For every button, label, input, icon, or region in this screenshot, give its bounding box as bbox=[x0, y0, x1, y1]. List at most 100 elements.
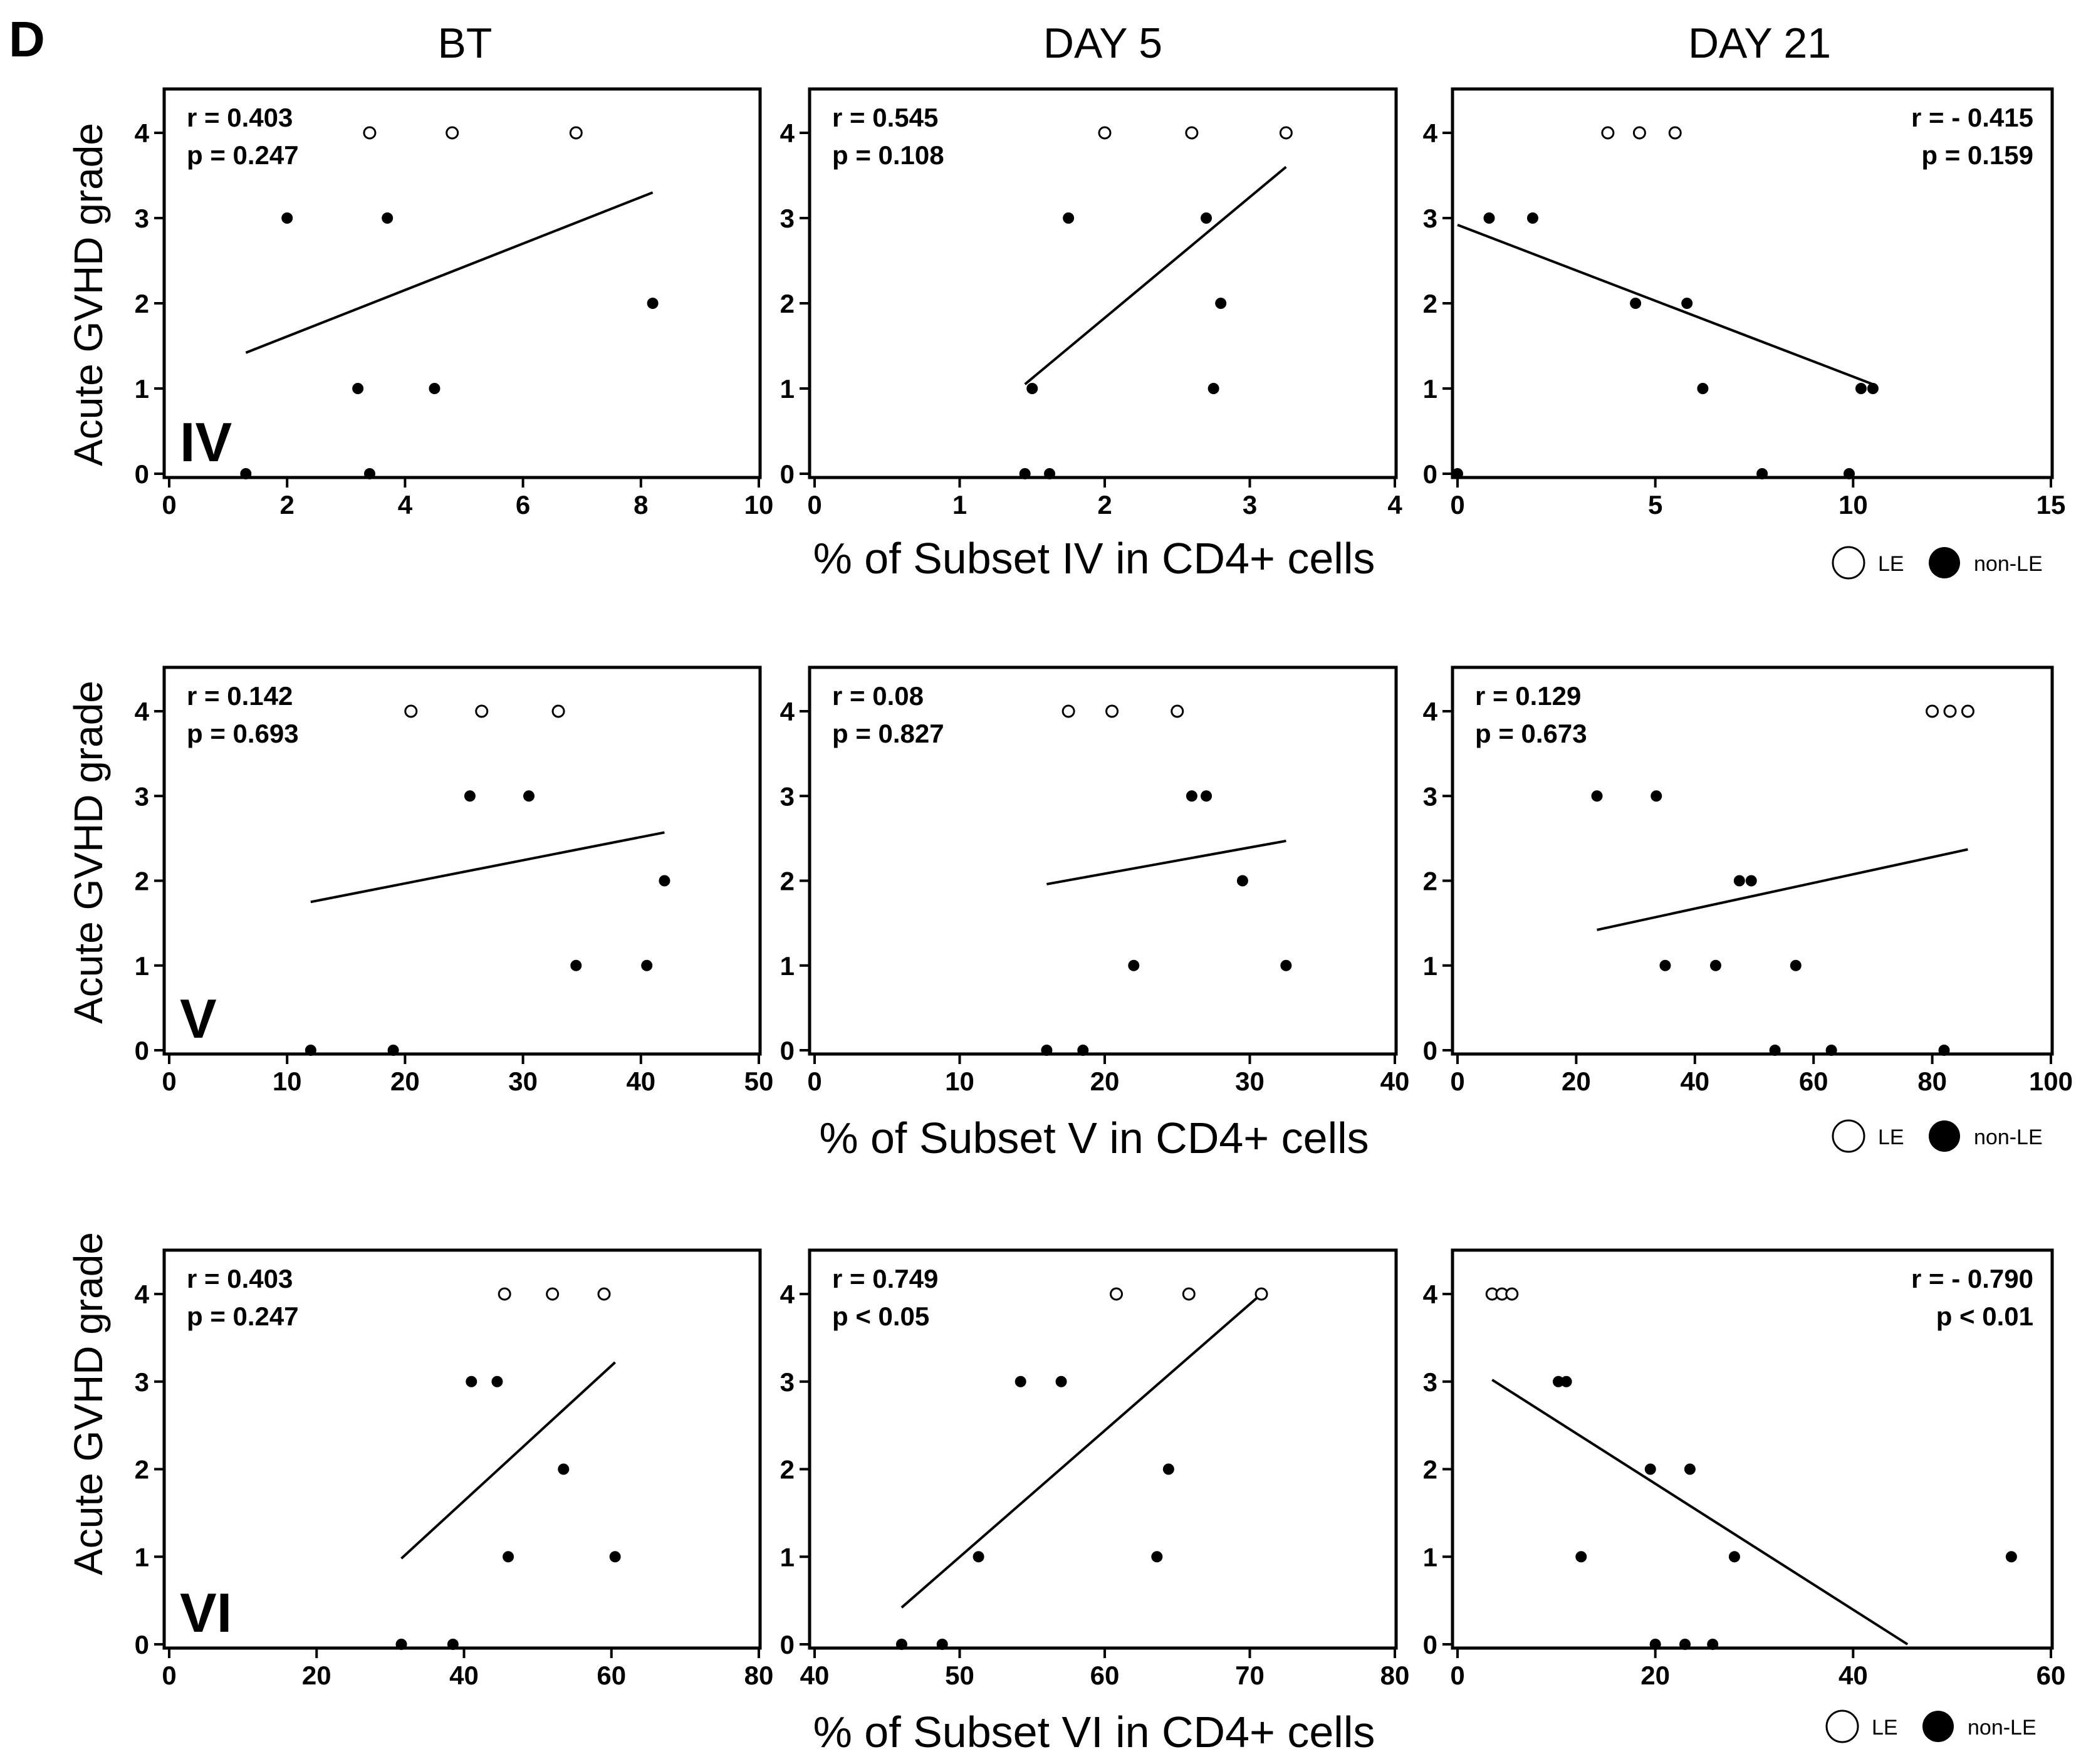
y-tick-label: 2 bbox=[780, 1455, 795, 1485]
x-tick-label: 40 bbox=[1380, 1067, 1410, 1096]
x-tick-label: 15 bbox=[2037, 490, 2066, 519]
y-tick-label: 3 bbox=[1423, 1367, 1437, 1397]
data-point-le bbox=[1185, 126, 1199, 140]
data-point-non-le bbox=[1769, 1045, 1781, 1056]
regression-line bbox=[1457, 224, 1874, 386]
data-point-non-le bbox=[1560, 1375, 1572, 1387]
y-tick-label: 3 bbox=[135, 781, 149, 811]
y-tick-label: 4 bbox=[1423, 118, 1438, 148]
data-point-non-le bbox=[1063, 212, 1075, 224]
data-point-le bbox=[1182, 1287, 1196, 1301]
stats-annotation: p = 0.693 bbox=[187, 719, 299, 748]
data-point-non-le bbox=[1591, 790, 1603, 802]
data-point-non-le bbox=[973, 1551, 984, 1563]
data-point-non-le bbox=[1733, 875, 1745, 887]
legend-le-label: LE bbox=[1872, 1716, 1898, 1740]
x-axis-label-row1: % of Subset IV in CD4+ cells bbox=[813, 534, 1375, 583]
scatter-panel-5: 0 10 20 30 40 0 1 2 3 4 r = 0.08 p = 0.827 bbox=[780, 665, 1410, 1096]
stats-annotation: p = 0.108 bbox=[832, 140, 944, 170]
x-tick-label: 10 bbox=[945, 1067, 974, 1096]
data-point-non-le bbox=[1681, 298, 1693, 309]
regression-line bbox=[900, 1293, 1263, 1609]
data-point-le bbox=[1668, 126, 1682, 140]
x-tick-label: 60 bbox=[2037, 1661, 2066, 1690]
data-point-non-le bbox=[1649, 1639, 1661, 1650]
plot-frame bbox=[808, 87, 1398, 479]
data-point-non-le bbox=[1644, 1463, 1656, 1475]
regression-line bbox=[1597, 848, 1968, 931]
y-tick-label: 1 bbox=[780, 374, 795, 404]
regression-line bbox=[400, 1361, 616, 1560]
data-point-non-le bbox=[1019, 468, 1031, 479]
scatter-panel-9: 0 20 40 60 0 1 2 3 4 r = - 0.790 p < 0.01 bbox=[1423, 1248, 2066, 1690]
x-tick-label: 20 bbox=[302, 1661, 331, 1690]
data-point-non-le bbox=[464, 790, 476, 802]
data-point-le bbox=[1105, 704, 1119, 718]
stats-annotation: r = 0.749 bbox=[832, 1264, 938, 1293]
stats-annotation: p = 0.159 bbox=[1921, 140, 2033, 170]
data-point-le bbox=[446, 126, 459, 140]
y-tick-label: 3 bbox=[135, 1367, 149, 1397]
y-tick-label: 3 bbox=[1423, 204, 1437, 233]
data-point-non-le bbox=[382, 212, 394, 224]
data-point-non-le bbox=[1452, 468, 1463, 479]
stats-annotation: p < 0.05 bbox=[832, 1302, 929, 1331]
data-point-non-le bbox=[895, 1639, 907, 1650]
y-tick-label: 4 bbox=[135, 697, 150, 726]
plot-frame bbox=[162, 87, 762, 479]
data-point-non-le bbox=[1162, 1463, 1174, 1475]
y-tick-label: 2 bbox=[1423, 867, 1437, 896]
scatter-panel-4: 0 10 20 30 40 50 0 1 2 3 4 r = 0.142 p = 0.693 V bbox=[135, 665, 774, 1096]
data-point-non-le bbox=[1201, 212, 1213, 224]
y-tick-label: 3 bbox=[135, 204, 149, 233]
legend-le-label: LE bbox=[1878, 552, 1904, 576]
x-tick-label: 2 bbox=[1097, 490, 1112, 519]
data-point-non-le bbox=[1790, 959, 1802, 971]
scatter-panel-6: 0 20 40 60 80 100 0 1 2 3 4 r = 0.129 p = 0.673 bbox=[1423, 665, 2073, 1096]
y-tick-label: 0 bbox=[135, 459, 149, 489]
data-point-non-le bbox=[1526, 212, 1538, 224]
stats-annotation: p < 0.01 bbox=[1936, 1302, 2033, 1331]
data-point-non-le bbox=[503, 1551, 514, 1563]
stats-annotation: r = 0.545 bbox=[832, 103, 938, 132]
plot-frame bbox=[1451, 1248, 2054, 1650]
plot-frame bbox=[808, 1248, 1398, 1650]
y-tick-label: 2 bbox=[1423, 1455, 1437, 1485]
data-point-non-le bbox=[1207, 383, 1219, 394]
stats-annotation: r = - 0.790 bbox=[1911, 1264, 2033, 1293]
data-point-non-le bbox=[1044, 468, 1056, 479]
data-point-non-le bbox=[1014, 1375, 1026, 1387]
y-tick-label: 2 bbox=[1423, 289, 1437, 318]
data-point-le bbox=[1061, 704, 1075, 718]
y-tick-label: 3 bbox=[780, 204, 795, 233]
y-tick-label: 0 bbox=[780, 1036, 795, 1065]
x-tick-label: 60 bbox=[1090, 1661, 1120, 1690]
scatter-panel-2: 0 1 2 3 4 0 1 2 3 4 r = 0.545 p = 0.108 bbox=[780, 87, 1402, 519]
data-point-non-le bbox=[1128, 959, 1140, 971]
x-tick-label: 0 bbox=[807, 1067, 821, 1096]
data-point-non-le bbox=[1697, 383, 1709, 394]
x-axis-label-row3: % of Subset VI in CD4+ cells bbox=[813, 1708, 1375, 1756]
x-tick-label: 50 bbox=[744, 1067, 774, 1096]
data-point-non-le bbox=[1855, 383, 1867, 394]
stats-annotation: p = 0.827 bbox=[832, 719, 944, 748]
x-tick-label: 80 bbox=[744, 1661, 774, 1690]
plot-frame bbox=[1451, 87, 2054, 479]
legend-le-marker bbox=[1832, 1119, 1865, 1153]
y-tick-label: 4 bbox=[1423, 697, 1438, 726]
data-point-le bbox=[597, 1287, 611, 1301]
y-tick-label: 4 bbox=[780, 697, 795, 726]
x-tick-label: 0 bbox=[162, 1661, 176, 1690]
data-point-le bbox=[1943, 704, 1957, 718]
stats-annotation: p = 0.247 bbox=[187, 1302, 299, 1331]
y-tick-label: 2 bbox=[135, 867, 149, 896]
x-tick-label: 8 bbox=[634, 490, 648, 519]
y-tick-label: 1 bbox=[135, 951, 149, 981]
x-tick-label: 2 bbox=[280, 490, 295, 519]
row-label: V bbox=[180, 988, 217, 1050]
x-tick-label: 4 bbox=[398, 490, 413, 519]
y-tick-label: 3 bbox=[1423, 781, 1437, 811]
x-axis-label-row2: % of Subset V in CD4+ cells bbox=[819, 1114, 1369, 1162]
data-point-le bbox=[1926, 704, 1939, 718]
